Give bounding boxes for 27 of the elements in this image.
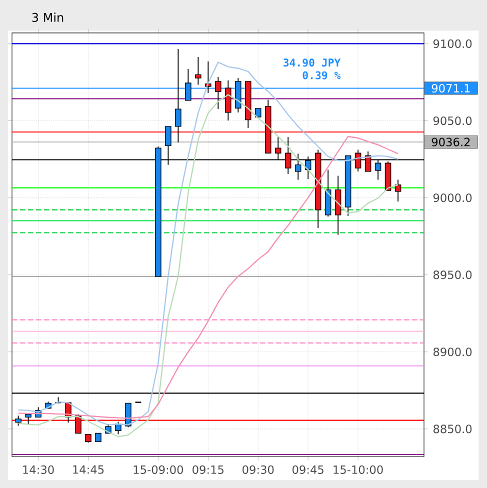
candlestick [175, 48, 182, 143]
candlestick [394, 179, 402, 202]
x-tick-label: 09:30 [242, 465, 274, 474]
x-tick-label: 15-09:00 [134, 465, 184, 474]
x-tick-label: 09:45 [292, 465, 324, 474]
y-tick-label: 8900.0 [433, 348, 472, 356]
chart-title: 3 Min [32, 12, 64, 22]
y-tick-label: 8950.0 [433, 270, 472, 280]
x-tick-label: 15-10:00 [334, 465, 383, 474]
candlestick [25, 414, 32, 424]
y-tick-label: 9000.0 [433, 194, 472, 202]
y-tick-label: 9100.0 [433, 39, 472, 48]
y-tick-label: 8850.0 [433, 424, 472, 434]
candlestick [294, 153, 302, 180]
candlestick [215, 76, 222, 110]
annotation: 0.39 % [302, 71, 341, 80]
ref-line-label: 9071.1 [432, 84, 470, 93]
candlestick [185, 68, 192, 101]
annotation: 34.90 JPY [284, 58, 341, 67]
y-tick-label: 9050.0 [433, 116, 472, 126]
x-tick-label: 09:15 [192, 465, 224, 474]
candlestick [115, 421, 122, 435]
candlestick [15, 415, 22, 426]
x-tick-label: 14:45 [73, 465, 104, 474]
x-tick-label: 14:30 [23, 465, 54, 474]
ref-line-label: 9036.2 [432, 138, 470, 146]
candlestick [195, 56, 202, 86]
